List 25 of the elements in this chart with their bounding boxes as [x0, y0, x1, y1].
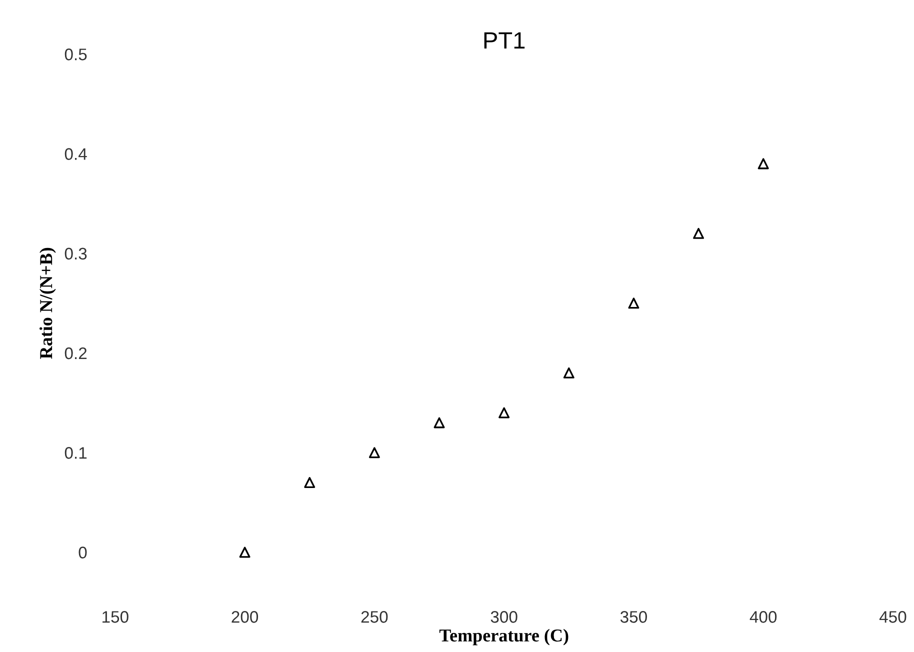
- y-tick-label: 0.4: [64, 148, 87, 160]
- chart-title: PT1: [484, 32, 525, 49]
- x-tick-label: 150: [102, 611, 128, 623]
- x-tick-label: 250: [361, 611, 388, 623]
- x-tick-label: 200: [232, 611, 258, 623]
- x-tick-label: 450: [879, 611, 906, 623]
- point: [368, 447, 380, 458]
- point: [498, 407, 510, 418]
- y-tick-label: 0.2: [64, 347, 87, 360]
- y-axis-title: Ratio N/(N+B): [40, 248, 56, 359]
- point: [239, 546, 250, 558]
- y-tick-label: 0: [78, 546, 87, 558]
- y-tick-label: 0.5: [64, 48, 87, 60]
- y-tick-label: 0.1: [64, 447, 87, 459]
- point: [304, 477, 316, 488]
- x-axis-title: Temperature (C): [439, 628, 568, 646]
- point: [758, 158, 769, 170]
- point: [434, 417, 445, 428]
- x-tick-label: 400: [750, 611, 777, 623]
- y-tick-label: 0.3: [64, 248, 87, 260]
- point: [693, 228, 704, 239]
- point: [563, 367, 574, 378]
- x-tick-label: 300: [490, 611, 518, 623]
- x-tick-label: 350: [620, 611, 647, 623]
- point: [628, 298, 640, 309]
